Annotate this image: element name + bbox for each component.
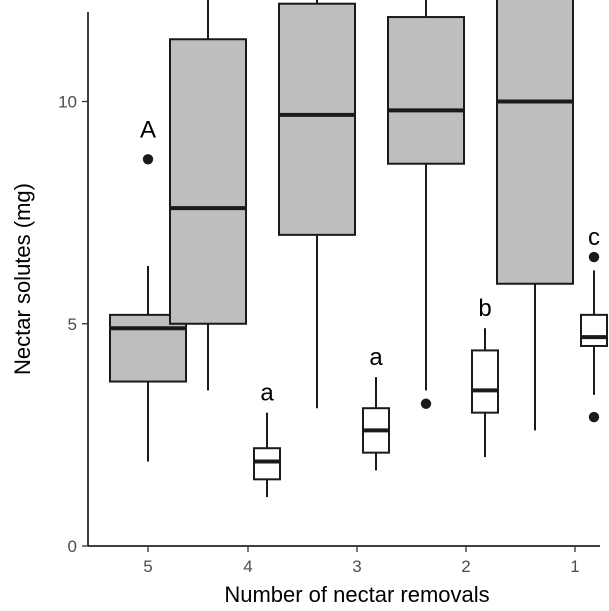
significance-letter: A <box>140 116 156 143</box>
box-iqr <box>253 447 281 481</box>
outlier-point <box>588 251 600 263</box>
box-iqr <box>580 313 608 347</box>
y-ticks: 05101520 <box>58 93 88 556</box>
box-white-3 <box>362 377 390 471</box>
box-grey-2 <box>387 0 465 409</box>
y-axis-title: Nectar solutes (mg) <box>10 183 35 375</box>
significance-letter: a <box>260 380 274 407</box>
outlier-point <box>420 398 432 409</box>
box-iqr <box>109 313 187 383</box>
box-iqr <box>387 16 465 165</box>
box-iqr <box>169 38 247 325</box>
box-white-4 <box>253 412 281 498</box>
box-grey-3 <box>278 0 356 409</box>
significance-letter: a <box>369 344 383 371</box>
box-white-1 <box>580 251 608 423</box>
x-tick-label: 5 <box>143 557 152 576</box>
x-tick-label: 4 <box>243 557 252 576</box>
y-tick-label: 10 <box>58 93 77 112</box>
significance-letter: c <box>588 224 600 251</box>
box-iqr <box>496 0 574 285</box>
box-iqr <box>278 2 356 236</box>
x-tick-label: 2 <box>461 557 470 576</box>
box-grey-4 <box>169 0 247 391</box>
outlier-point <box>588 411 600 423</box>
y-tick-label: 5 <box>68 315 77 334</box>
outlier-point <box>142 154 154 165</box>
x-ticks: 5 4 3 2 1 <box>143 546 580 576</box>
x-tick-label: 1 <box>570 557 579 576</box>
y-tick-label: 0 <box>68 537 77 556</box>
box-grey-5 <box>109 154 187 462</box>
significance-letter: b <box>478 295 491 322</box>
x-tick-label: 3 <box>352 557 361 576</box>
box-grey-1 <box>496 0 574 431</box>
box-iqr <box>471 349 499 414</box>
plot-area: ABBBBaabc <box>109 0 608 498</box>
x-axis-title: Number of nectar removals <box>224 582 489 607</box>
box-white-2 <box>471 328 499 458</box>
